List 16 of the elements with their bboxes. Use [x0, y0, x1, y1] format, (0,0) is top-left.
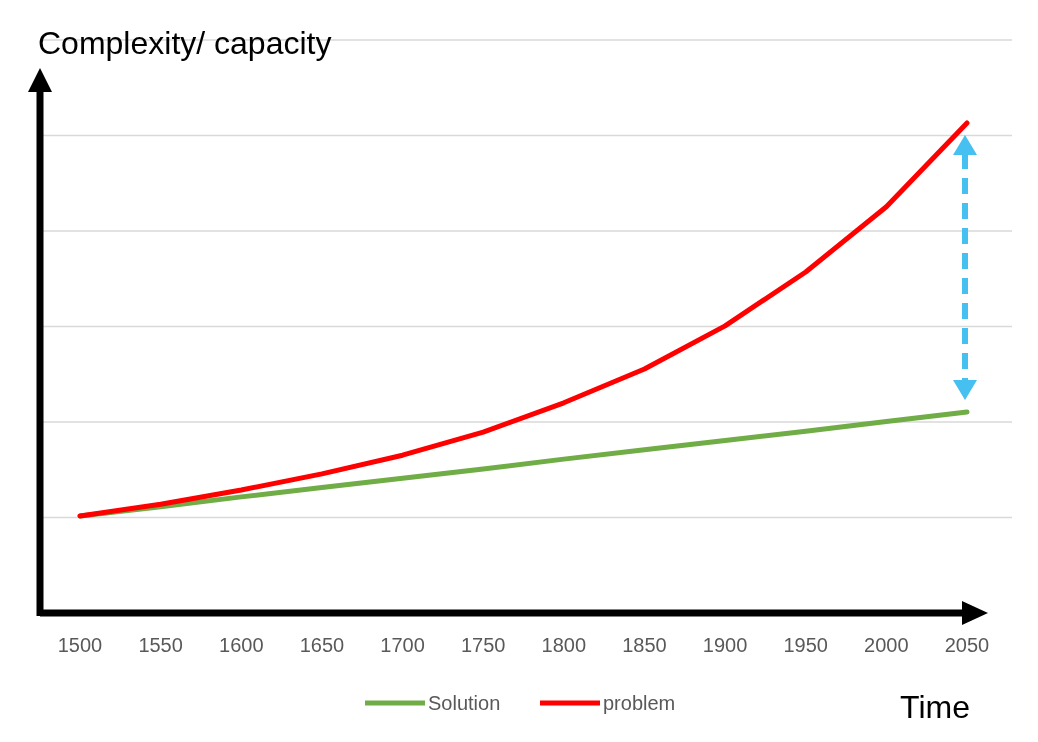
x-tick-label: 1750	[460, 634, 506, 656]
y-axis-title: Complexity/ capacity	[38, 25, 332, 61]
x-tick-label: 2000	[864, 634, 909, 656]
x-tick-label: 1700	[380, 634, 425, 656]
x-tick-label: 1950	[783, 634, 828, 656]
x-tick-label: 1500	[57, 634, 103, 656]
x-tick-label: 2050	[944, 634, 990, 656]
legend-label: problem	[603, 692, 676, 714]
x-tick-label: 1850	[622, 634, 667, 656]
legend-label: Solution	[428, 692, 501, 714]
x-tick-label: 1550	[138, 634, 183, 656]
x-axis-title: Time	[900, 689, 970, 725]
x-tick-label: 1800	[541, 634, 587, 656]
x-tick-label: 1650	[299, 634, 345, 656]
x-tick-label: 1600	[219, 634, 264, 656]
x-tick-label: 1900	[702, 634, 748, 656]
